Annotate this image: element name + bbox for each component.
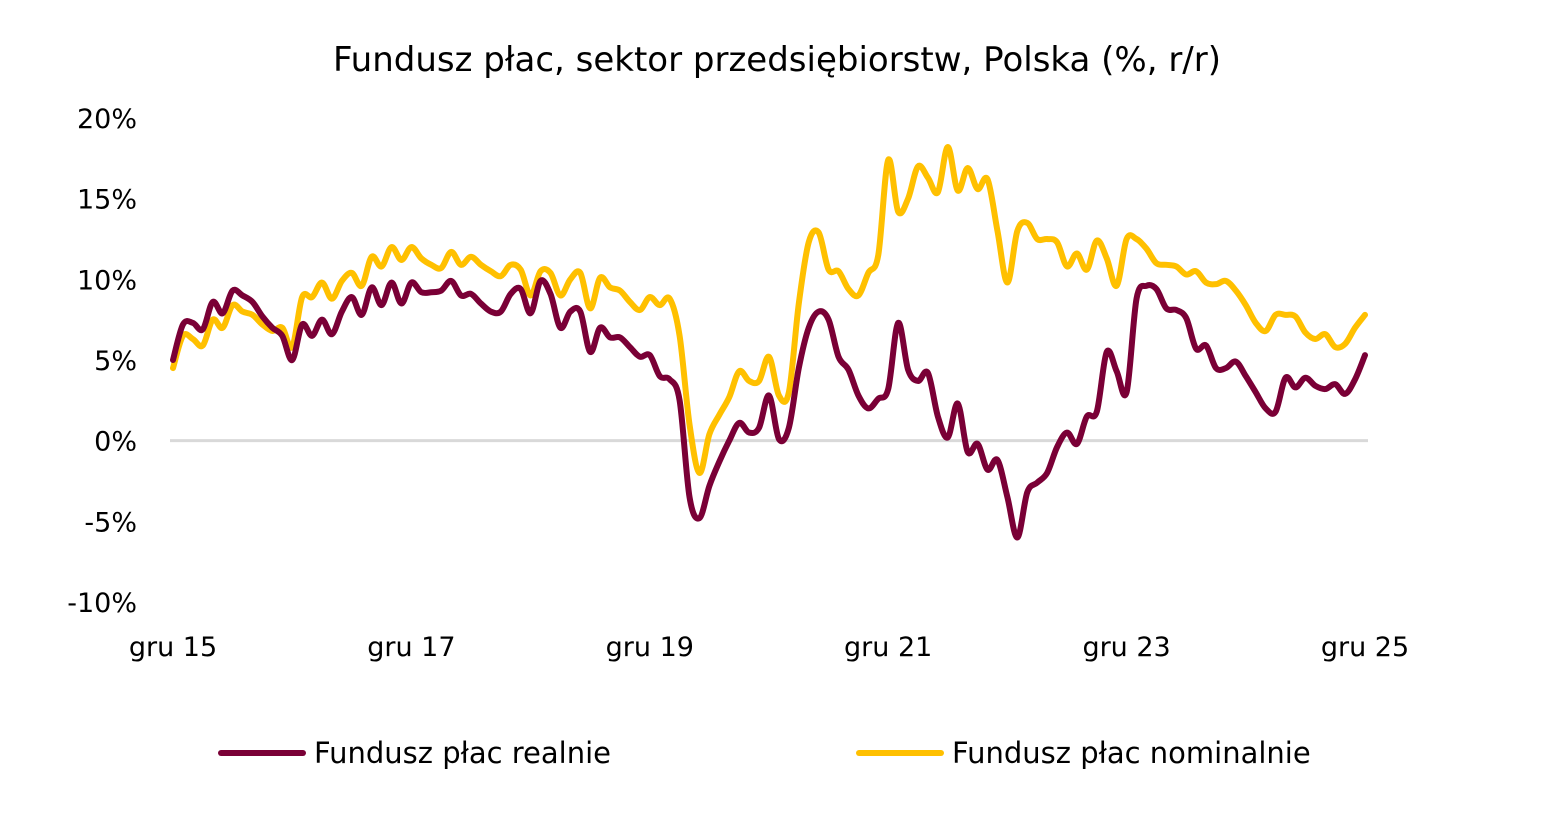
x-tick-label: gru 19 bbox=[606, 632, 694, 663]
chart-title: Fundusz płac, sektor przedsiębiorstw, Po… bbox=[332, 40, 1222, 80]
series-line-realnie bbox=[170, 277, 1368, 541]
legend-swatch-realnie bbox=[218, 750, 306, 756]
y-tick-label: 15% bbox=[77, 185, 137, 216]
x-axis-ticks: gru 15 gru 17 gru 19 gru 21 gru 23 gru 25 bbox=[129, 632, 1409, 663]
legend-item-nominalnie: Fundusz płac nominalnie bbox=[856, 736, 1311, 770]
series-lines bbox=[170, 144, 1368, 541]
x-tick-label: gru 23 bbox=[1082, 632, 1170, 663]
y-axis-ticks: 20% 15% 10% 5% 0% -5% -10% bbox=[67, 104, 137, 619]
legend-label-realnie: Fundusz płac realnie bbox=[314, 736, 612, 770]
y-tick-label: 5% bbox=[94, 346, 137, 377]
legend-item-realnie: Fundusz płac realnie bbox=[218, 736, 611, 770]
legend-swatch-nominalnie bbox=[856, 750, 944, 756]
y-tick-label: -5% bbox=[84, 507, 137, 538]
x-tick-label: gru 25 bbox=[1321, 632, 1409, 663]
x-tick-label: gru 17 bbox=[367, 632, 455, 663]
y-tick-label: -10% bbox=[67, 588, 137, 619]
y-tick-label: 0% bbox=[94, 427, 137, 458]
y-tick-label: 10% bbox=[77, 265, 137, 296]
series-line-nominalnie bbox=[170, 144, 1368, 476]
legend-label-nominalnie: Fundusz płac nominalnie bbox=[952, 736, 1311, 770]
y-tick-label: 20% bbox=[77, 104, 137, 135]
x-tick-label: gru 21 bbox=[844, 632, 932, 663]
x-tick-label: gru 15 bbox=[129, 632, 217, 663]
